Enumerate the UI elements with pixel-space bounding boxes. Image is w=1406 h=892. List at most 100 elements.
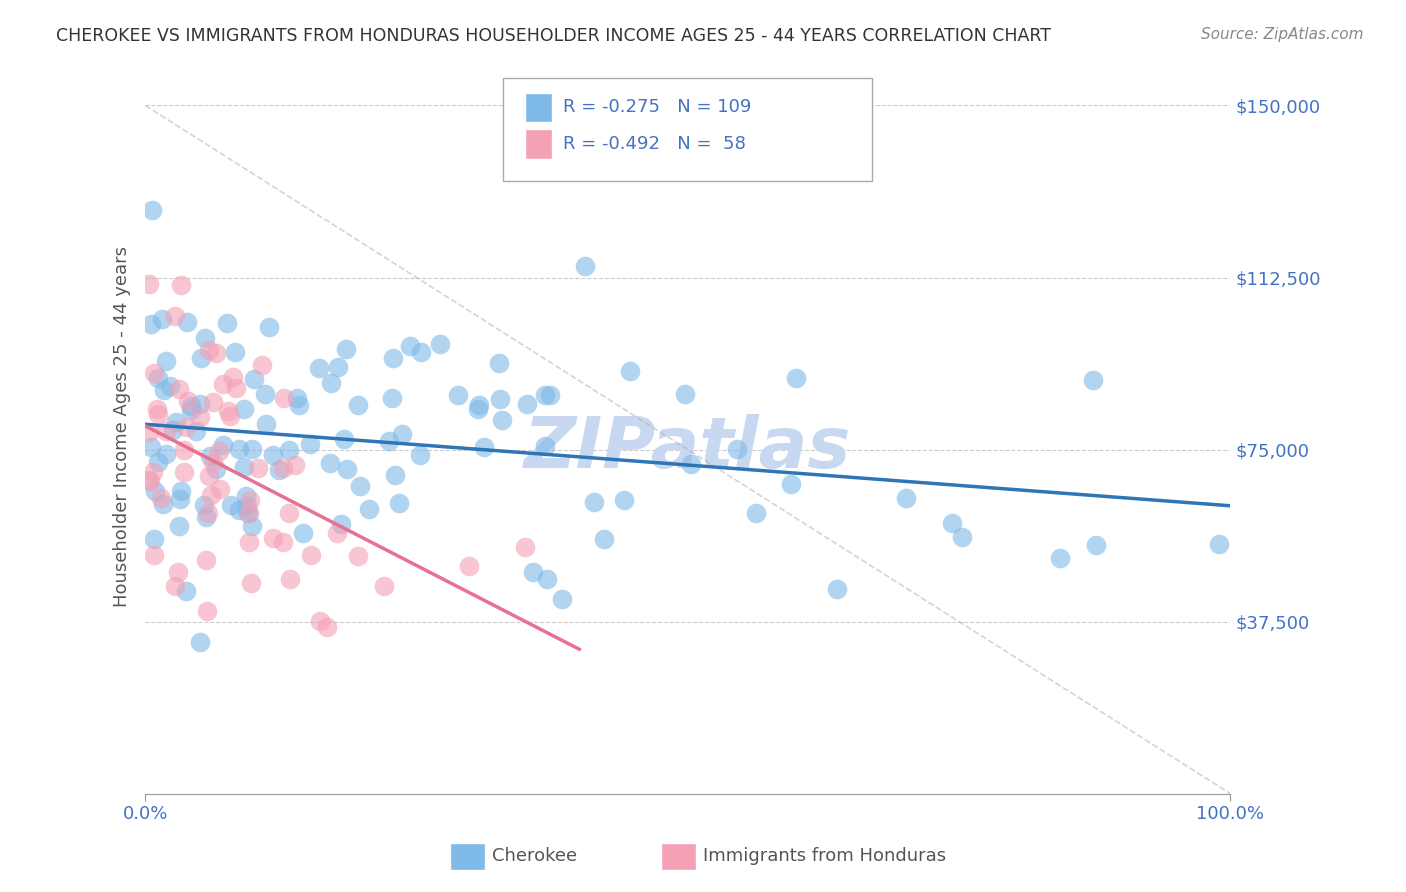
- Point: [278, 572, 301, 586]
- Point: [825, 582, 848, 596]
- Point: [209, 482, 232, 496]
- Point: [180, 403, 202, 417]
- Point: [173, 442, 195, 457]
- Point: [162, 423, 184, 437]
- Point: [173, 465, 195, 479]
- Point: [513, 540, 536, 554]
- Point: [299, 436, 322, 450]
- Point: [349, 479, 371, 493]
- Point: [142, 367, 165, 381]
- Point: [346, 549, 368, 563]
- Point: [184, 424, 207, 438]
- Point: [155, 447, 177, 461]
- Point: [429, 336, 451, 351]
- Point: [235, 489, 257, 503]
- Point: [336, 461, 359, 475]
- Point: [240, 519, 263, 533]
- Point: [381, 392, 404, 406]
- Point: [491, 413, 513, 427]
- Point: [174, 420, 197, 434]
- Point: [1208, 537, 1230, 551]
- Point: [165, 415, 187, 429]
- Point: [252, 358, 274, 372]
- Point: [232, 460, 254, 475]
- Point: [142, 465, 165, 479]
- Point: [1049, 551, 1071, 566]
- Point: [522, 565, 544, 579]
- Point: [167, 519, 190, 533]
- Point: [219, 409, 242, 423]
- Point: [488, 356, 510, 370]
- Point: [139, 441, 162, 455]
- Bar: [524, 129, 553, 159]
- Point: [174, 583, 197, 598]
- Point: [536, 572, 558, 586]
- Point: [254, 417, 277, 431]
- Point: [278, 506, 301, 520]
- Point: [141, 203, 163, 218]
- Point: [1084, 538, 1107, 552]
- Point: [309, 614, 332, 628]
- Point: [152, 497, 174, 511]
- Point: [205, 345, 228, 359]
- Point: [194, 510, 217, 524]
- Point: [212, 376, 235, 391]
- Point: [215, 316, 238, 330]
- Text: R = -0.275   N = 109: R = -0.275 N = 109: [562, 98, 751, 116]
- Point: [673, 387, 696, 401]
- Bar: [524, 93, 553, 122]
- Point: [257, 319, 280, 334]
- Text: Immigrants from Honduras: Immigrants from Honduras: [703, 847, 946, 865]
- Point: [285, 391, 308, 405]
- Point: [262, 531, 284, 545]
- Point: [326, 525, 349, 540]
- Point: [243, 371, 266, 385]
- Point: [785, 371, 807, 385]
- Point: [201, 395, 224, 409]
- Point: [388, 496, 411, 510]
- Point: [190, 351, 212, 366]
- Point: [176, 394, 198, 409]
- Point: [409, 344, 432, 359]
- Point: [330, 516, 353, 531]
- Point: [950, 531, 973, 545]
- Point: [308, 361, 330, 376]
- Point: [198, 449, 221, 463]
- Point: [378, 434, 401, 449]
- Point: [188, 397, 211, 411]
- Point: [146, 371, 169, 385]
- Point: [267, 463, 290, 477]
- Point: [148, 455, 170, 469]
- Point: [613, 493, 636, 508]
- Point: [271, 534, 294, 549]
- Point: [273, 391, 295, 405]
- Point: [232, 401, 254, 416]
- Point: [200, 488, 222, 502]
- Point: [143, 484, 166, 499]
- Point: [138, 277, 160, 292]
- Point: [239, 575, 262, 590]
- Point: [409, 448, 432, 462]
- Point: [163, 579, 186, 593]
- Point: [197, 506, 219, 520]
- Point: [468, 398, 491, 412]
- Point: [167, 383, 190, 397]
- Point: [780, 477, 803, 491]
- Point: [155, 354, 177, 368]
- Point: [941, 516, 963, 531]
- Text: Source: ZipAtlas.com: Source: ZipAtlas.com: [1201, 27, 1364, 42]
- Point: [193, 498, 215, 512]
- Text: R = -0.492   N =  58: R = -0.492 N = 58: [562, 135, 747, 153]
- Y-axis label: Householder Income Ages 25 - 44 years: Householder Income Ages 25 - 44 years: [114, 246, 131, 607]
- Point: [222, 370, 245, 384]
- Point: [198, 469, 221, 483]
- Point: [346, 398, 368, 412]
- Point: [551, 591, 574, 606]
- Point: [138, 473, 160, 487]
- Point: [212, 438, 235, 452]
- Point: [138, 425, 160, 439]
- Point: [253, 386, 276, 401]
- Point: [246, 461, 269, 475]
- Point: [326, 360, 349, 375]
- Text: Cherokee: Cherokee: [492, 847, 578, 865]
